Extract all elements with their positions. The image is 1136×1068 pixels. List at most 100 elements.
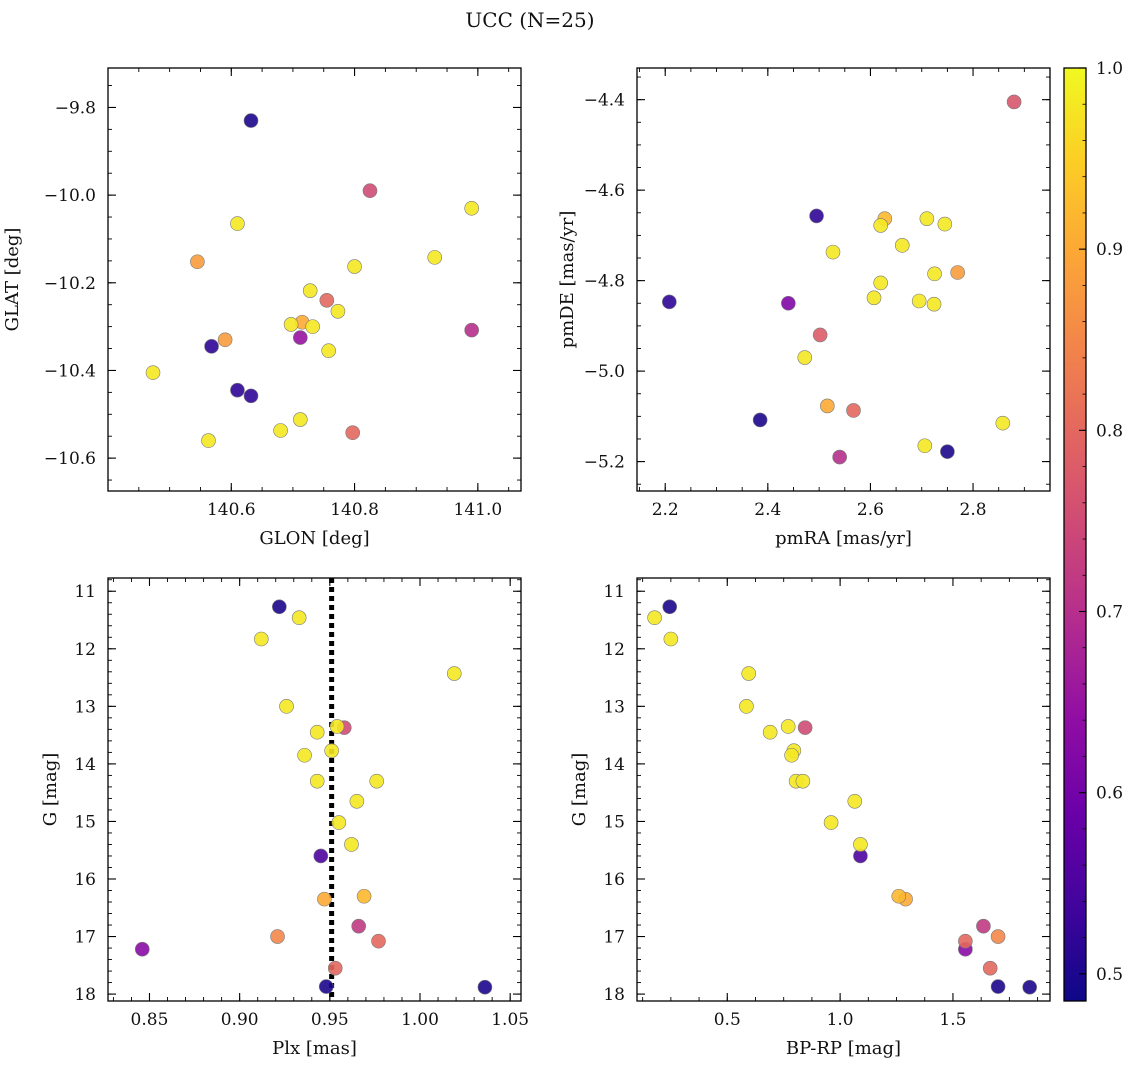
- data-point: [464, 200, 479, 216]
- data-point: [319, 293, 335, 308]
- panel-bprp-g: 0.5 1.0 1.5 11 12 13 14 15 16 17 18 BP-RP [mag] G [m…: [569, 577, 1051, 1059]
- data-point: [309, 724, 325, 740]
- data-point: [217, 332, 233, 348]
- x-tick-label: 141.0: [454, 500, 503, 520]
- axes-frame: [107, 67, 522, 492]
- data-point: [762, 724, 778, 740]
- data-point: [982, 960, 998, 976]
- y-tick-label: −4.4: [584, 91, 625, 111]
- data-point: [134, 941, 150, 957]
- data-point: [230, 382, 245, 398]
- data-point: [477, 979, 493, 995]
- data-point: [820, 398, 835, 414]
- y-tick-label: −10.0: [44, 186, 96, 206]
- data-point: [317, 891, 332, 907]
- data-point: [995, 415, 1011, 431]
- x-tick-label: 2.2: [652, 500, 679, 520]
- data-point: [797, 350, 813, 365]
- data-point: [784, 747, 799, 763]
- y-tick-label: −10.4: [44, 361, 96, 381]
- data-point: [204, 339, 219, 354]
- data-point: [327, 960, 343, 976]
- y-axis-label: GLAT [deg]: [2, 228, 23, 332]
- data-point: [1022, 979, 1037, 995]
- data-point: [190, 254, 205, 270]
- y-tick-label: 11: [74, 582, 96, 602]
- data-point: [809, 208, 824, 224]
- data-point: [309, 773, 325, 789]
- data-point: [243, 388, 259, 404]
- x-axis-label: pmRA [mas/yr]: [775, 528, 912, 549]
- data-point: [371, 933, 386, 949]
- y-tick-label: 17: [74, 928, 96, 948]
- x-tick-label: 2.4: [754, 500, 781, 520]
- colorbar-tick-label: 0.7: [1096, 602, 1123, 622]
- x-tick-label: 2.6: [857, 500, 884, 520]
- data-point: [812, 327, 828, 343]
- data-point: [781, 295, 796, 311]
- y-tick-label: −10.6: [44, 449, 96, 469]
- x-tick-label: 1.00: [401, 1010, 439, 1030]
- data-point: [362, 183, 378, 199]
- panel-glon-glat: 140.6 140.8 141.0 −9.8 −10.0 −10.2 −10.4 −10.6 G…: [2, 67, 522, 549]
- data-point: [795, 773, 811, 789]
- data-point: [873, 275, 888, 291]
- data-point: [273, 423, 288, 438]
- y-tick-label: −5.0: [584, 362, 625, 382]
- x-tick-label: 140.6: [207, 500, 256, 520]
- x-tick-label: 0.85: [131, 1010, 169, 1030]
- data-point: [846, 403, 861, 418]
- x-tick-label: 140.8: [330, 500, 379, 520]
- axes-frame: [636, 67, 1051, 492]
- data-point: [446, 666, 462, 681]
- y-tick-label: 16: [603, 870, 625, 890]
- x-tick-label: 1.0: [827, 1010, 854, 1030]
- axes-frame: [107, 577, 522, 1002]
- colorbar-tick-label: 0.8: [1096, 421, 1123, 441]
- data-point: [329, 719, 345, 734]
- y-tick-label: 17: [603, 928, 625, 948]
- y-tick-label: 13: [74, 697, 96, 717]
- y-tick-label: 18: [74, 985, 96, 1005]
- data-point: [291, 610, 307, 626]
- y-tick-label: −9.8: [55, 98, 96, 118]
- data-point: [230, 216, 245, 231]
- y-tick-label: 13: [603, 697, 625, 717]
- data-point: [823, 815, 839, 830]
- data-point: [927, 266, 942, 282]
- data-point: [919, 211, 935, 226]
- data-point: [201, 433, 216, 448]
- data-point: [272, 599, 287, 615]
- data-point: [305, 319, 320, 334]
- y-tick-label: 15: [603, 812, 625, 832]
- colorbar-tick-label: 0.6: [1096, 784, 1123, 804]
- data-point: [866, 290, 882, 306]
- data-point: [891, 888, 907, 904]
- data-point: [739, 699, 754, 714]
- colorbar-tick-label: 0.5: [1096, 965, 1123, 985]
- data-point: [662, 599, 678, 615]
- data-point: [253, 631, 269, 647]
- axes-frame: [636, 577, 1051, 1002]
- y-tick-label: 11: [603, 582, 625, 602]
- data-point: [344, 837, 359, 852]
- data-point: [741, 666, 757, 681]
- data-point: [832, 449, 847, 465]
- data-point: [297, 747, 312, 763]
- data-point: [243, 113, 259, 128]
- data-point: [324, 743, 339, 758]
- y-tick-label: 14: [74, 755, 96, 775]
- x-tick-label: 0.5: [714, 1010, 741, 1030]
- data-point: [752, 412, 768, 428]
- data-point: [647, 610, 662, 626]
- data-point: [990, 979, 1006, 994]
- data-point: [293, 412, 308, 427]
- data-point: [976, 918, 991, 934]
- data-point: [894, 238, 910, 253]
- x-axis-label: Plx [mas]: [272, 1038, 357, 1059]
- x-tick-label: 1.5: [939, 1010, 966, 1030]
- data-point: [1006, 94, 1022, 110]
- data-point: [270, 929, 285, 944]
- data-point: [958, 933, 973, 949]
- y-tick-label: −10.2: [44, 274, 96, 294]
